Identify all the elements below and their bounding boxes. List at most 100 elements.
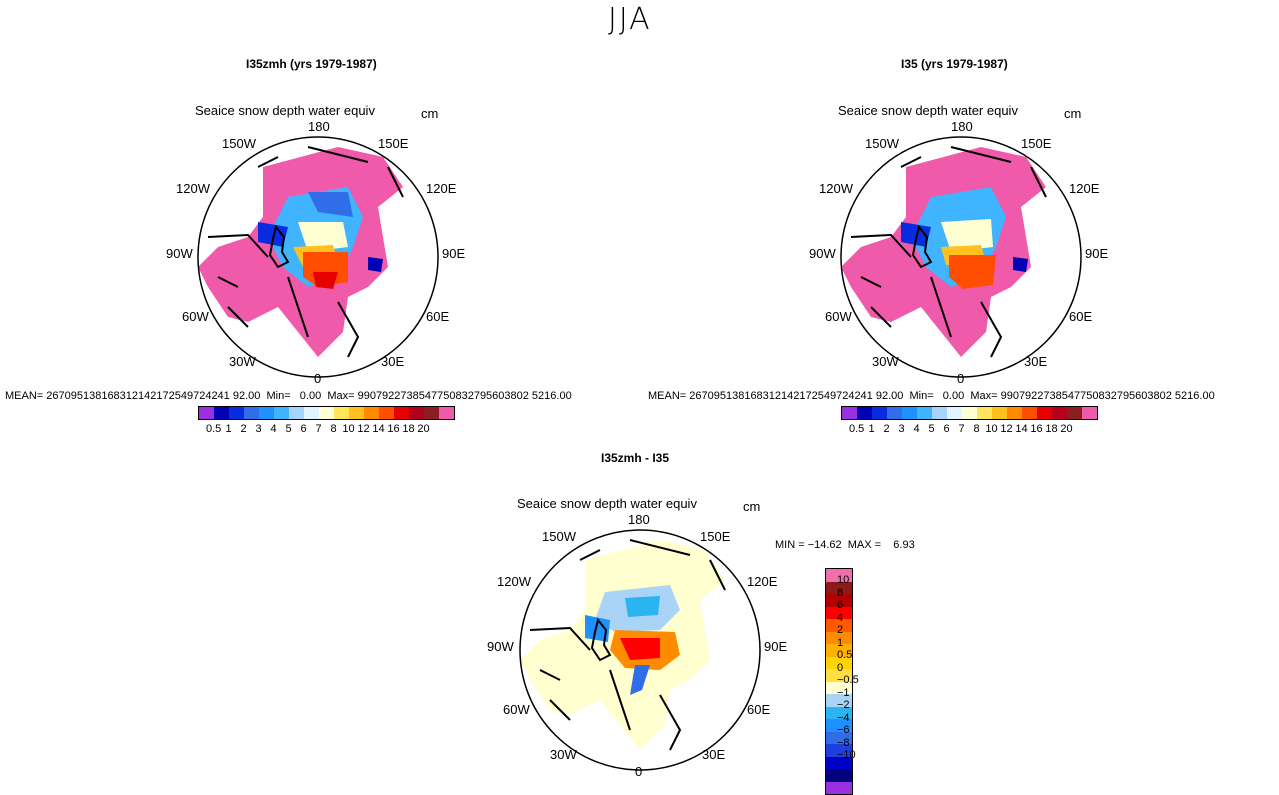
colorbar-tick-label: 1 [868,423,875,435]
colorbar-tick-label: 10 [342,423,355,435]
colorbar-swatch [826,569,852,582]
colorbar-swatch [826,756,852,769]
colorbar-tick-label: 20 [417,423,430,435]
colorbar-swatch [1007,407,1022,419]
colorbar-tick-label: 8 [330,423,337,435]
colorbar-tick-label: 6 [837,599,844,611]
colorbar-tick-label: 0.5 [849,423,865,435]
right-lon-150w: 150W [865,136,899,151]
diff-lon-120e: 120E [747,574,778,589]
diff-polar-map [519,529,761,771]
left-lon-60e: 60E [426,309,450,324]
colorbar-swatch [872,407,887,419]
colorbar-tick-label: 4 [913,423,920,435]
diff-lon-0: 0 [635,764,643,779]
colorbar-tick-label: 14 [372,423,385,435]
colorbar-tick-label: −2 [837,699,850,711]
left-lon-90w: 90W [166,246,193,261]
colorbar-swatch [409,407,424,419]
right-lon-30w: 30W [872,354,899,369]
diff-lon-180: 180 [628,512,650,527]
colorbar-swatch [826,744,852,757]
right-lon-0: 0 [957,371,965,386]
left-lon-180: 180 [308,119,330,134]
colorbar-tick-label: −8 [837,736,850,749]
colorbar-swatch [826,631,852,644]
colorbar-swatch [244,407,259,419]
left-colorbar-ticks: 0.5 1 2 3 4 5 6 7 8 10 12 14 16 18 20 [206,423,431,435]
left-units-label: cm [421,106,439,121]
colorbar-swatch [229,407,244,419]
colorbar-tick-label: 2 [240,423,247,435]
diff-lon-150w: 150W [542,529,576,544]
colorbar-swatch [842,407,857,419]
right-lon-60w: 60W [825,309,852,324]
colorbar-tick-label: 10 [985,423,998,435]
right-lon-60e: 60E [1069,309,1093,324]
diff-lon-90e: 90E [764,639,788,654]
left-stats: MEAN= 267095138168312142172549724241 92.… [5,390,572,402]
right-units-label: cm [1064,106,1082,121]
colorbar-swatch [1037,407,1052,419]
left-lon-0: 0 [314,371,322,386]
right-lon-120e: 120E [1069,181,1100,196]
colorbar-swatch [857,407,872,419]
colorbar-tick-label: 2 [837,624,844,636]
diff-lon-150e: 150E [700,529,731,544]
colorbar-swatch [826,594,852,607]
colorbar-swatch [977,407,992,419]
colorbar-swatch [917,407,932,419]
season-title: JJA [608,2,652,37]
colorbar-tick-label: −6 [837,724,850,736]
colorbar-swatch [424,407,439,419]
diff-lon-60e: 60E [747,702,771,717]
colorbar-tick-label: 6 [300,423,307,435]
left-lon-60w: 60W [182,309,209,324]
colorbar-swatch [259,407,274,419]
left-lon-120w: 120W [176,181,210,196]
diff-lon-120w: 120W [497,574,531,589]
colorbar-tick-label: 14 [1015,423,1028,435]
right-lon-120w: 120W [819,181,853,196]
diff-minmax: MIN = −14.62 MAX = 6.93 [775,539,915,551]
colorbar-swatch [826,581,852,594]
right-lon-180: 180 [951,119,973,134]
colorbar-tick-label: 3 [898,423,905,435]
colorbar-swatch [826,656,852,669]
right-colorbar [841,406,1098,420]
colorbar-tick-label: 7 [958,423,965,435]
colorbar-tick-label: −0.5 [837,674,859,686]
diff-lon-60w: 60W [503,702,530,717]
colorbar-swatch [349,407,364,419]
colorbar-tick-label: 18 [1045,423,1058,435]
colorbar-tick-label: 1 [837,636,844,649]
colorbar-tick-label: 0.5 [837,649,853,661]
colorbar-swatch [274,407,289,419]
colorbar-swatch [319,407,334,419]
colorbar-tick-label: 12 [1000,423,1013,435]
colorbar-swatch [1082,407,1097,419]
colorbar-swatch [902,407,917,419]
right-lon-150e: 150E [1021,136,1052,151]
left-panel-title: I35zmh (yrs 1979-1987) [246,57,377,71]
left-lon-30e: 30E [381,354,405,369]
colorbar-swatch [826,619,852,632]
colorbar-tick-label: −4 [837,711,850,724]
colorbar-swatch [439,407,454,419]
colorbar-tick-label: 3 [255,423,262,435]
colorbar-tick-label: 4 [270,423,277,435]
right-polar-map [840,136,1082,378]
colorbar-tick-label: 8 [837,586,844,599]
colorbar-swatch [947,407,962,419]
diff-lon-90w: 90W [487,639,514,654]
colorbar-tick-label: 16 [1030,423,1043,435]
right-variable-label: Seaice snow depth water equiv [838,103,1018,118]
colorbar-tick-label: 5 [928,423,935,435]
colorbar-swatch [364,407,379,419]
colorbar-swatch [826,606,852,619]
right-panel-title: I35 (yrs 1979-1987) [901,57,1008,71]
colorbar-swatch [962,407,977,419]
colorbar-swatch [826,681,852,694]
colorbar-swatch [826,706,852,719]
colorbar-swatch [826,731,852,744]
